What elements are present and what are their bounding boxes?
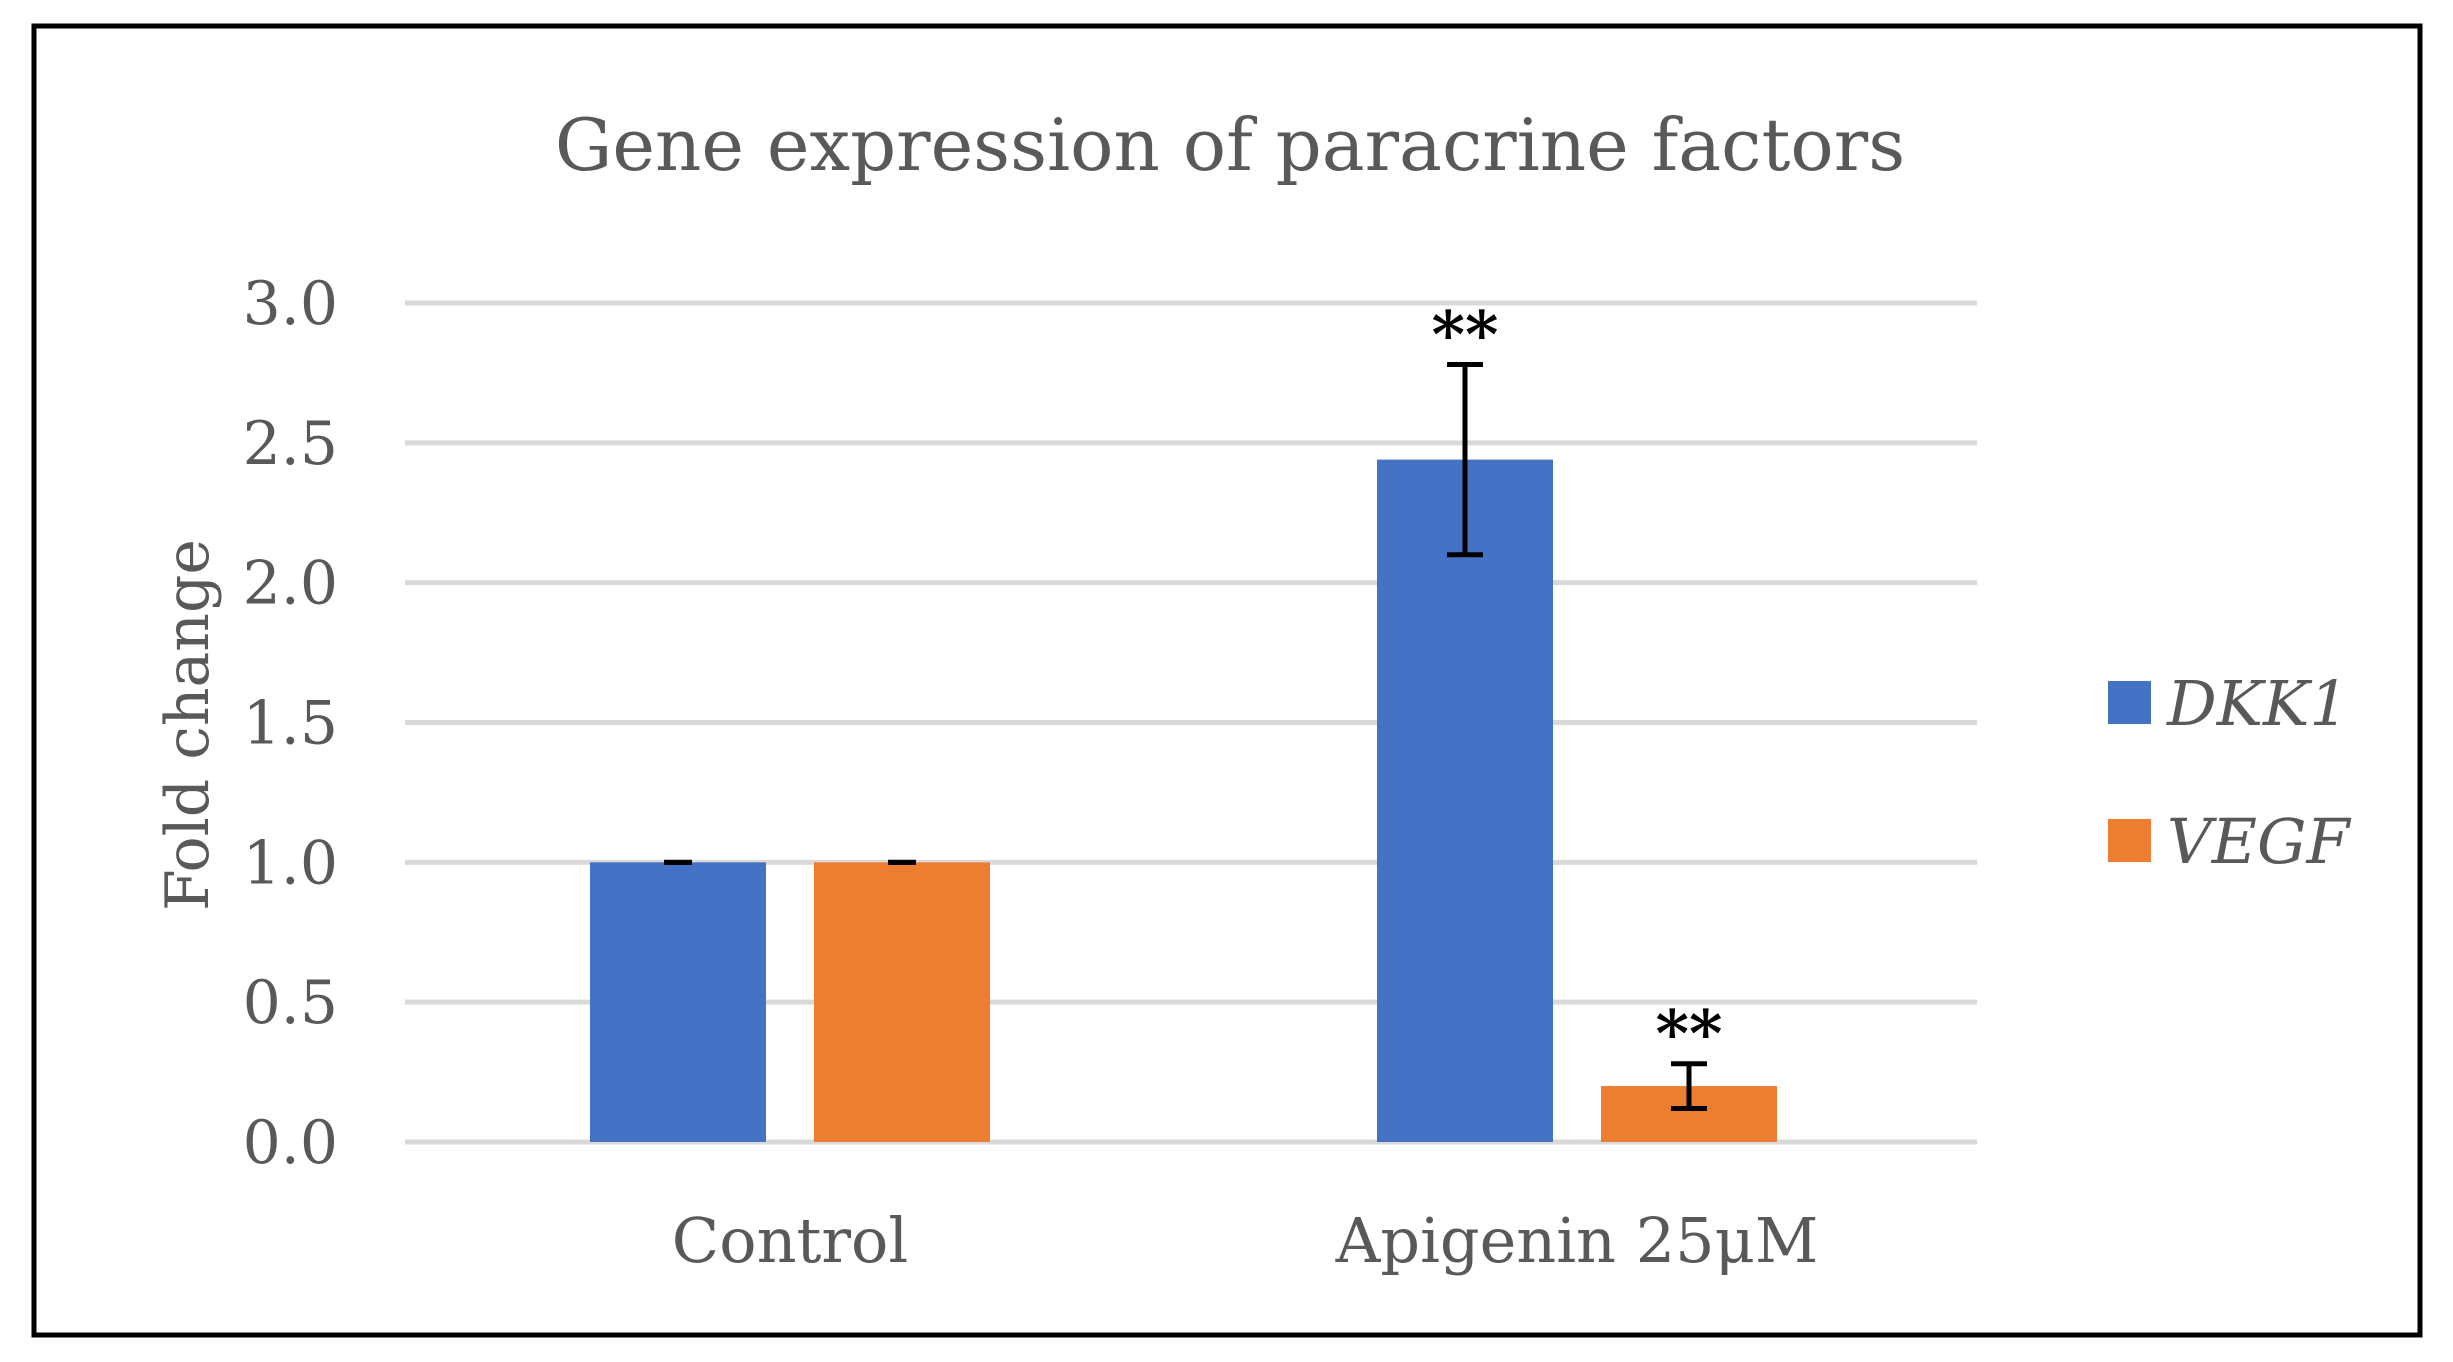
legend-label: DKK1 [2166, 667, 2349, 740]
y-tick-label: 0.0 [243, 1108, 338, 1178]
legend-swatch [2108, 819, 2151, 862]
x-tick-label: Control [672, 1204, 908, 1277]
error-bars [664, 362, 1707, 1111]
bar [814, 862, 990, 1142]
bars [590, 459, 1777, 1142]
y-tick-label: 2.5 [243, 409, 338, 479]
significance-mark: ** [1656, 997, 1723, 1072]
significance-mark: ** [1432, 298, 1499, 373]
x-tick-labels: Control Apigenin 25μM [672, 1204, 1819, 1277]
y-tick-label: 1.5 [243, 689, 338, 759]
legend-label: VEGF [2167, 805, 2352, 878]
y-tick-label: 2.0 [243, 549, 338, 619]
bar [1377, 459, 1553, 1142]
legend-swatch [2108, 681, 2151, 724]
y-tick-labels: 0.0 0.5 1.0 1.5 2.0 2.5 3.0 [243, 269, 338, 1178]
legend: DKK1 VEGF [2108, 667, 2352, 878]
y-tick-label: 1.0 [243, 828, 338, 898]
y-tick-label: 0.5 [243, 968, 338, 1038]
y-axis-label: Fold change [153, 539, 223, 911]
y-tick-label: 3.0 [243, 269, 338, 339]
bar [590, 862, 766, 1142]
x-tick-label: Apigenin 25μM [1335, 1204, 1819, 1277]
outer-frame [31, 23, 2423, 1338]
significance-annotations: ** ** [1432, 298, 1723, 1072]
chart-title: Gene expression of paracrine factors [555, 103, 1905, 187]
